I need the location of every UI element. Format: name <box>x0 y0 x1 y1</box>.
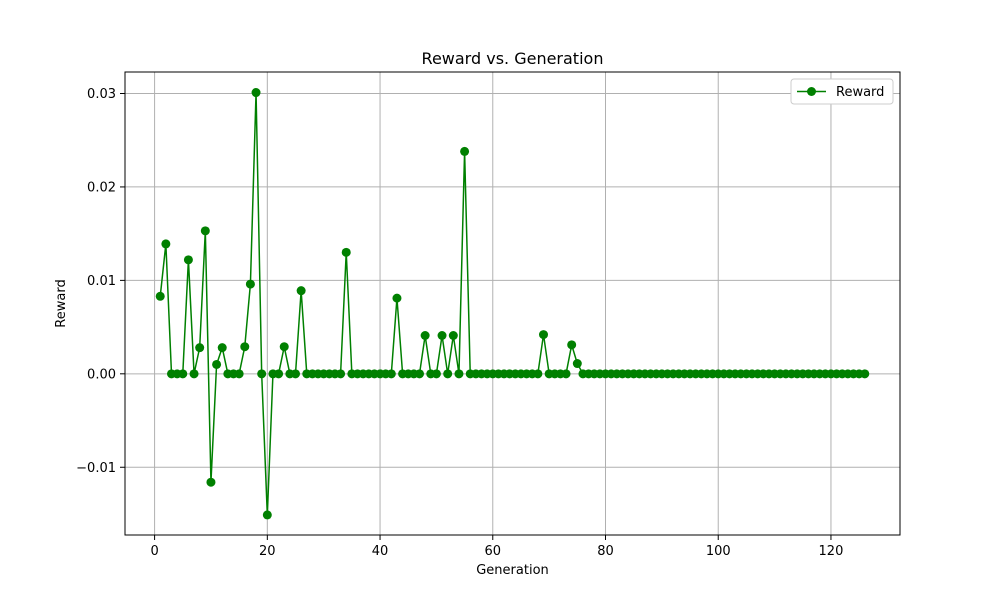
x-tick-label: 20 <box>259 544 276 559</box>
y-tick-label: 0.02 <box>87 180 116 195</box>
y-tick-label: −0.01 <box>76 461 116 476</box>
data-point <box>454 369 464 379</box>
data-point <box>262 510 272 520</box>
x-axis-title: Generation <box>476 563 549 578</box>
data-point <box>460 146 470 156</box>
legend-box <box>790 78 894 105</box>
data-point <box>212 359 222 369</box>
y-axis-title: Reward <box>54 279 69 327</box>
data-point <box>567 340 577 350</box>
legend-marker <box>807 87 816 96</box>
data-point <box>217 343 227 353</box>
data-point <box>572 359 582 369</box>
data-point <box>240 342 250 352</box>
data-point <box>200 226 210 236</box>
chart-title: Reward vs. Generation <box>422 49 604 68</box>
data-point <box>437 331 447 341</box>
data-point <box>161 239 171 249</box>
x-tick-label: 40 <box>372 544 389 559</box>
data-point <box>341 247 351 257</box>
data-point <box>206 477 216 487</box>
y-tick-label: 0.00 <box>87 367 116 382</box>
y-tick-label: 0.03 <box>87 87 116 102</box>
data-point <box>279 342 289 352</box>
data-point <box>291 369 300 379</box>
x-tick-label: 100 <box>706 544 731 559</box>
data-point <box>189 369 199 379</box>
data-point <box>533 369 543 379</box>
x-tick-label: 120 <box>819 544 844 559</box>
data-point <box>860 369 870 379</box>
data-point <box>245 279 255 289</box>
legend: Reward <box>790 78 894 105</box>
data-point <box>386 369 396 379</box>
data-point <box>257 369 267 379</box>
data-point <box>448 331 458 341</box>
data-point <box>155 291 165 301</box>
data-point <box>274 369 284 379</box>
data-point <box>178 369 188 379</box>
tick-layer: 0 20 40 60 80 100 120 −0.01 0.00 0.01 0.02 0.03 <box>76 87 843 559</box>
x-tick-label: 80 <box>597 544 614 559</box>
x-tick-label: 60 <box>484 544 501 559</box>
legend-label: Reward <box>836 85 884 100</box>
data-point <box>234 369 244 379</box>
data-point <box>443 369 453 379</box>
grid-layer <box>125 72 900 535</box>
data-point <box>392 293 402 303</box>
data-point <box>251 88 261 98</box>
plot-area <box>125 72 900 535</box>
y-tick-label: 0.01 <box>87 274 116 289</box>
data-point <box>420 331 430 341</box>
data-point <box>183 255 193 265</box>
data-point <box>431 369 441 379</box>
data-point <box>415 369 424 379</box>
plot-frame <box>124 71 901 536</box>
data-point <box>195 343 205 353</box>
data-point <box>296 286 306 296</box>
series-layer <box>155 88 870 520</box>
data-point <box>539 330 548 340</box>
x-tick-label: 0 <box>150 544 158 559</box>
data-point <box>561 369 571 379</box>
data-point <box>336 369 346 379</box>
